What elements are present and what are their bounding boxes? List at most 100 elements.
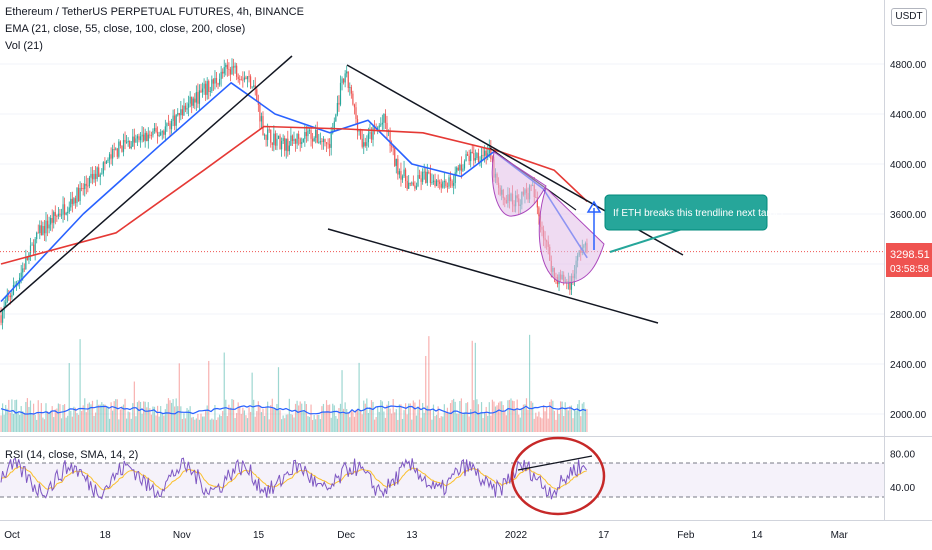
volume-bar xyxy=(251,372,253,432)
candle-body xyxy=(186,107,188,110)
candle-body xyxy=(341,78,343,83)
candle-body xyxy=(74,198,77,204)
volume-bar xyxy=(290,414,292,432)
volume-bar xyxy=(74,407,77,432)
candle-body xyxy=(208,81,210,92)
volume-bar xyxy=(253,399,255,432)
volume-bar xyxy=(32,403,35,432)
volume-bar xyxy=(232,399,235,432)
volume-bar xyxy=(198,419,201,432)
volume-bar xyxy=(138,400,140,432)
volume-bar xyxy=(294,403,297,432)
candle-body xyxy=(330,133,332,148)
candle-body xyxy=(459,164,461,171)
volume-bar xyxy=(287,414,289,432)
candle-body xyxy=(160,132,162,136)
volume-bar xyxy=(90,404,92,432)
volume-bar xyxy=(325,400,328,432)
volume-bar xyxy=(228,404,230,432)
currency-selector[interactable]: USDT xyxy=(891,8,927,26)
volume-bar xyxy=(79,339,81,432)
volume-bar xyxy=(116,399,118,432)
volume-bar xyxy=(394,412,396,432)
candle-body xyxy=(121,145,123,152)
volume-bar xyxy=(322,403,325,432)
volume-bar xyxy=(124,398,126,432)
volume-bar xyxy=(1,403,4,432)
candle-body xyxy=(336,102,338,115)
candle-body xyxy=(355,107,357,120)
volume-bar xyxy=(356,410,359,432)
candle-body xyxy=(91,173,94,180)
volume-bar xyxy=(135,416,137,432)
volume-bar xyxy=(425,355,427,432)
ema-legend[interactable]: EMA (21, close, 55, close, 100, close, 2… xyxy=(5,23,246,35)
candle-body xyxy=(108,154,111,160)
volume-bar xyxy=(175,398,177,432)
candle-body xyxy=(205,83,207,95)
volume-bar xyxy=(285,414,287,432)
volume-bar xyxy=(577,404,579,432)
volume-bar xyxy=(6,408,8,432)
volume-bar xyxy=(105,406,108,432)
candle-body xyxy=(333,121,335,132)
volume-bar xyxy=(84,398,86,432)
volume-bar xyxy=(8,399,10,432)
volume-bar xyxy=(104,404,106,432)
volume-bar xyxy=(459,401,461,432)
volume-bar xyxy=(243,410,245,432)
candle-body xyxy=(280,141,283,150)
candle-body xyxy=(443,180,445,183)
rsi-legend[interactable]: RSI (14, close, SMA, 14, 2) xyxy=(5,449,139,461)
candle-body xyxy=(302,138,304,143)
candle-body xyxy=(99,174,101,177)
volume-bar xyxy=(211,418,213,432)
volume-bar xyxy=(191,417,193,432)
candle-body xyxy=(267,129,269,140)
volume-bar xyxy=(94,412,97,432)
volume-bar xyxy=(511,400,514,432)
volume-bar xyxy=(550,399,552,432)
price-tick-label: 2000.00 xyxy=(890,410,927,421)
volume-bar xyxy=(122,404,125,432)
volume-bar xyxy=(484,412,486,432)
volume-bar xyxy=(524,404,526,432)
volume-bar xyxy=(81,411,83,432)
candle-body xyxy=(184,105,187,110)
candle-body xyxy=(437,180,439,182)
volume-bar xyxy=(218,414,221,432)
volume-bar xyxy=(293,417,295,432)
candle-body xyxy=(315,129,317,138)
candle-body xyxy=(130,146,132,149)
candle-body xyxy=(462,168,464,171)
candle-body xyxy=(212,79,214,84)
candle-body xyxy=(60,214,63,216)
candle-body xyxy=(400,171,402,180)
candle-body xyxy=(12,285,15,295)
volume-bar xyxy=(15,399,18,432)
symbol-title[interactable]: Ethereum / TetherUS PERPETUAL FUTURES, 4… xyxy=(5,6,304,18)
candle-body xyxy=(279,135,281,150)
candle-body xyxy=(0,315,2,323)
volume-bar xyxy=(153,406,156,432)
candle-body xyxy=(90,173,92,178)
volume-legend[interactable]: Vol (21) xyxy=(5,40,43,52)
volume-bar xyxy=(367,412,369,432)
candle-body xyxy=(432,180,435,183)
callout-box[interactable] xyxy=(604,194,768,231)
candle-body xyxy=(191,96,193,106)
volume-bar xyxy=(5,404,7,432)
volume-bar xyxy=(465,403,467,432)
volume-bar xyxy=(432,404,435,432)
candle-body xyxy=(536,197,538,208)
time-tick-label: 17 xyxy=(598,530,610,541)
price-tick-label: 3600.00 xyxy=(890,210,927,221)
volume-bar xyxy=(536,416,538,432)
volume-bar xyxy=(91,400,94,432)
candle-body xyxy=(37,232,39,234)
volume-bar xyxy=(99,404,101,432)
volume-bar xyxy=(408,403,410,432)
candle-body xyxy=(107,159,109,162)
volume-bar xyxy=(491,399,493,432)
